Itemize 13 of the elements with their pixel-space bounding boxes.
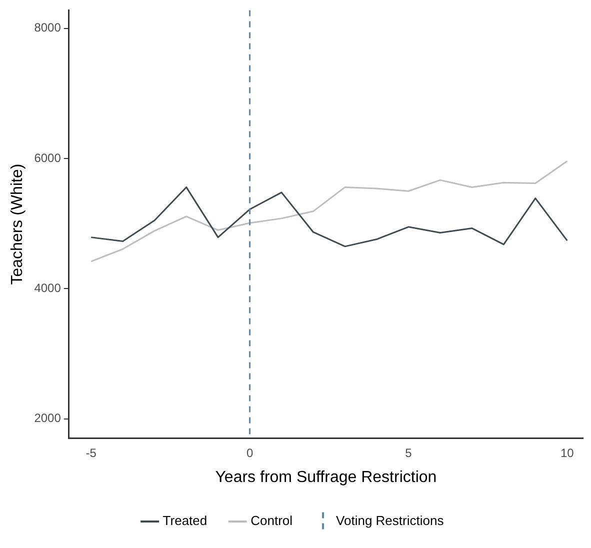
- y-tick-label: 8000: [34, 20, 62, 35]
- x-tick-label: 5: [405, 446, 412, 460]
- x-tick-label: 10: [560, 446, 574, 460]
- legend-label: Treated: [162, 513, 208, 528]
- y-tick-label: 4000: [34, 281, 62, 296]
- y-axis-title: Teachers (White): [9, 164, 26, 285]
- x-axis-title: Years from Suffrage Restriction: [215, 468, 437, 486]
- y-tick-label: 2000: [34, 411, 62, 426]
- x-tick-label: 0: [246, 446, 254, 460]
- legend-label: Control: [250, 513, 293, 528]
- y-tick-label: 6000: [34, 150, 62, 165]
- x-tick-label: -5: [86, 446, 97, 460]
- legend-label: Voting Restrictions: [336, 513, 444, 528]
